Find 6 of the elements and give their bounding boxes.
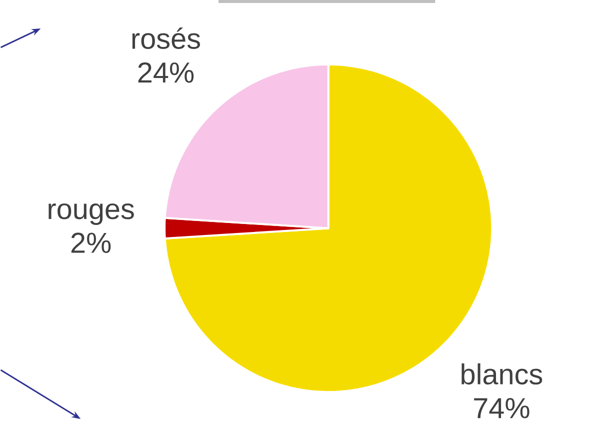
data-label: 2% [71,232,111,253]
data-label: 24% [138,62,194,83]
slice-label: rouges [48,203,134,225]
slice-label: rosés [132,27,200,50]
data-label: 74% [474,398,530,418]
slice-label: blancs [462,363,542,385]
